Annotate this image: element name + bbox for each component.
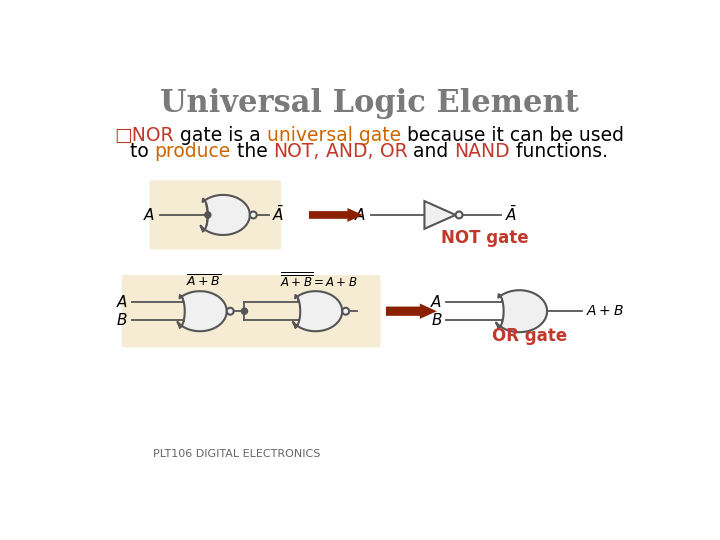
Text: the: the xyxy=(231,141,274,160)
FancyArrow shape xyxy=(386,303,437,319)
Text: $A$: $A$ xyxy=(354,207,366,223)
Text: AND,: AND, xyxy=(320,141,374,160)
Text: $\overline{\overline{A+B}}=A+B$: $\overline{\overline{A+B}}=A+B$ xyxy=(280,271,358,289)
Text: and: and xyxy=(408,141,454,160)
Text: NOT gate: NOT gate xyxy=(441,229,528,247)
Polygon shape xyxy=(496,290,547,332)
Text: $\bar{A}$: $\bar{A}$ xyxy=(272,205,284,224)
Text: gate is a: gate is a xyxy=(174,126,266,145)
FancyBboxPatch shape xyxy=(122,275,381,347)
Circle shape xyxy=(342,308,349,315)
Polygon shape xyxy=(293,291,342,331)
Polygon shape xyxy=(177,291,227,331)
Circle shape xyxy=(250,212,257,218)
FancyBboxPatch shape xyxy=(87,60,651,485)
Text: $A$: $A$ xyxy=(143,207,155,223)
Text: $A+B$: $A+B$ xyxy=(585,304,624,318)
Text: OR: OR xyxy=(374,141,408,160)
Text: OR gate: OR gate xyxy=(492,327,567,345)
Circle shape xyxy=(204,212,211,218)
Text: to: to xyxy=(130,141,155,160)
Text: produce: produce xyxy=(155,141,231,160)
Text: functions.: functions. xyxy=(510,141,608,160)
Text: $A$: $A$ xyxy=(116,294,128,310)
Text: $B$: $B$ xyxy=(431,313,442,328)
Text: $A$: $A$ xyxy=(430,294,442,310)
Circle shape xyxy=(227,308,234,315)
Polygon shape xyxy=(425,201,456,229)
Circle shape xyxy=(241,308,248,314)
FancyBboxPatch shape xyxy=(150,180,282,249)
Circle shape xyxy=(456,212,462,218)
Text: □NOR: □NOR xyxy=(114,126,174,145)
Text: Universal Logic Element: Universal Logic Element xyxy=(160,88,578,119)
Text: NAND: NAND xyxy=(454,141,510,160)
Text: because it can be used: because it can be used xyxy=(401,126,624,145)
Text: NOT,: NOT, xyxy=(274,141,320,160)
FancyArrow shape xyxy=(309,208,363,222)
Polygon shape xyxy=(201,195,250,235)
Text: universal gate: universal gate xyxy=(266,126,401,145)
Text: $\overline{A+B}$: $\overline{A+B}$ xyxy=(186,274,221,289)
Text: PLT106 DIGITAL ELECTRONICS: PLT106 DIGITAL ELECTRONICS xyxy=(153,449,321,458)
Text: $\bar{A}$: $\bar{A}$ xyxy=(505,205,517,224)
Text: $B$: $B$ xyxy=(117,313,128,328)
